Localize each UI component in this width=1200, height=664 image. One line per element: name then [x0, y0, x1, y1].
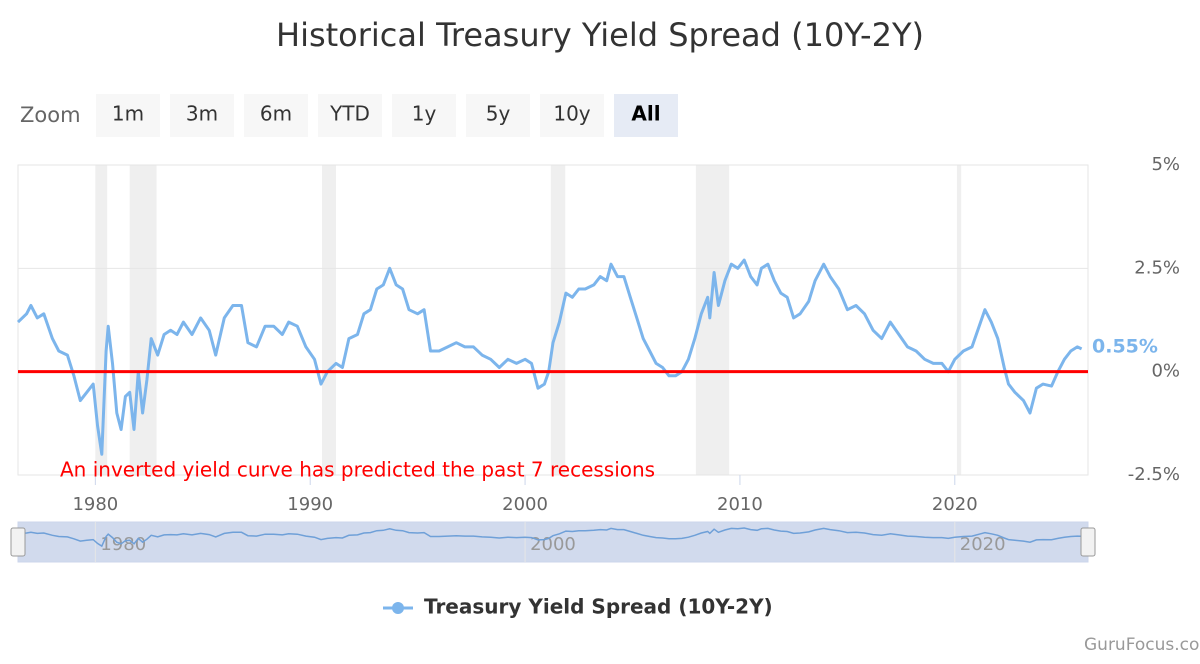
navigator-handle[interactable] [1080, 527, 1096, 557]
navigator-tick-label: 2020 [960, 534, 1006, 555]
legend-symbol-marker [392, 602, 404, 614]
zoom-button[interactable] [392, 94, 456, 137]
annotation: An inverted yield curve has predicted th… [60, 458, 655, 482]
recession-band [550, 165, 566, 475]
legend-label[interactable]: Treasury Yield Spread (10Y-2Y) [424, 595, 773, 619]
recession-band [956, 165, 962, 475]
last-value-label: 0.55% [1092, 335, 1158, 357]
navigator-tick-label: 2000 [530, 534, 576, 555]
zoom-button-label[interactable]: YTD [329, 102, 370, 126]
y-tick-label: -2.5% [1128, 464, 1180, 485]
zoom-label: Zoom [20, 103, 81, 127]
zoom-button[interactable] [466, 94, 530, 137]
x-tick-label: 1980 [72, 494, 118, 515]
zoom-button[interactable] [318, 94, 382, 137]
x-tick-label: 2010 [717, 494, 763, 515]
zoom-button[interactable] [614, 94, 678, 137]
y-tick-label: 5% [1151, 154, 1180, 175]
zoom-button-label[interactable]: 5y [486, 102, 511, 126]
zoom-button[interactable] [170, 94, 234, 137]
y-tick-label: 0% [1151, 361, 1180, 382]
zoom-button-label[interactable]: 6m [260, 102, 292, 126]
zoom-button-label[interactable]: All [631, 102, 660, 126]
y-tick-label: 2.5% [1134, 257, 1180, 278]
zoom-button[interactable] [540, 94, 604, 137]
zoom-button-label[interactable]: 10y [553, 102, 590, 126]
chart-title: Historical Treasury Yield Spread (10Y-2Y… [276, 16, 924, 54]
x-tick-label: 1990 [287, 494, 333, 515]
navigator-line [17, 527, 1082, 548]
zoom-button[interactable] [96, 94, 160, 137]
zoom-button[interactable] [244, 94, 308, 137]
x-tick-label: 2000 [502, 494, 548, 515]
zoom-button-label[interactable]: 1y [412, 102, 437, 126]
credit: GuruFocus.com [1084, 635, 1200, 655]
zoom-button-label[interactable]: 3m [186, 102, 218, 126]
recession-band [95, 165, 108, 475]
x-tick-label: 2020 [932, 494, 978, 515]
recession-band [695, 165, 730, 475]
recession-band [322, 165, 336, 475]
series-line [16, 258, 1083, 456]
navigator-tick-label: 1980 [100, 534, 146, 555]
navigator-handle[interactable] [10, 527, 26, 557]
zoom-button-label[interactable]: 1m [112, 102, 144, 126]
